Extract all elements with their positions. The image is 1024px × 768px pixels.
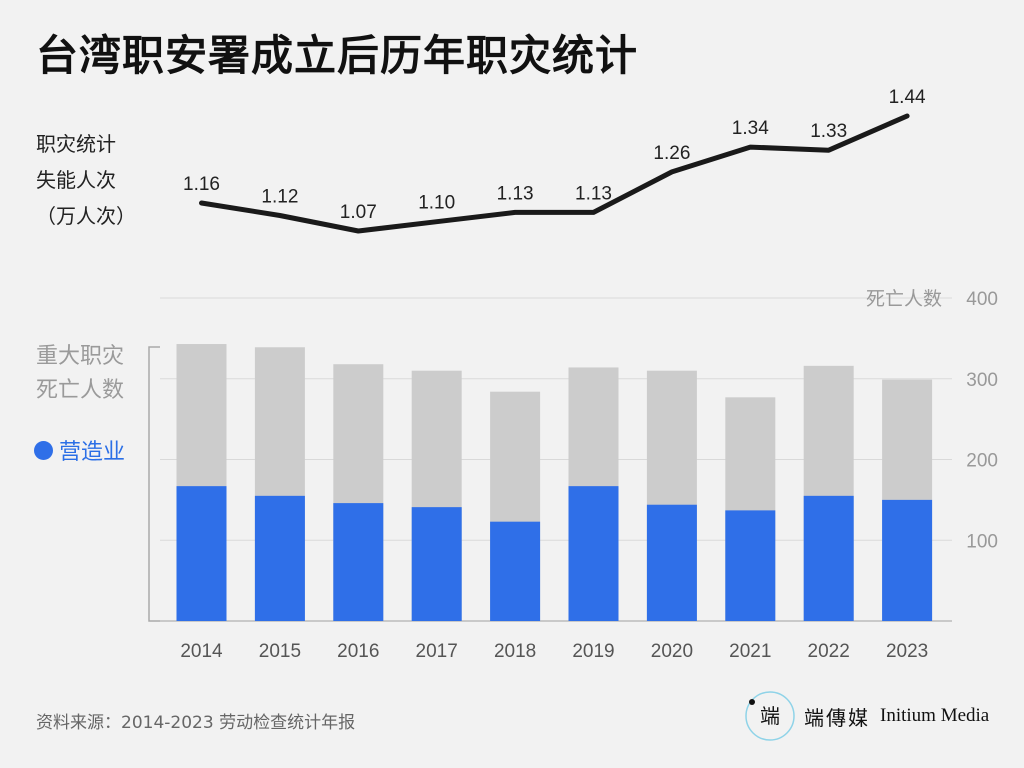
- line-data-label-2021: 1.34: [732, 118, 769, 139]
- line-data-label-2023: 1.44: [889, 87, 926, 108]
- y-axis-title: 死亡人数: [866, 288, 942, 310]
- y-tick-label-300: 300: [966, 370, 998, 391]
- line-data-label-2017: 1.10: [418, 193, 455, 214]
- x-tick-label-2016: 2016: [337, 641, 379, 662]
- bar-label-line-1: 重大职灾: [36, 344, 125, 369]
- line-series-disability: [199, 113, 910, 234]
- x-tick-label-2019: 2019: [572, 641, 614, 662]
- chart-title: 台湾职安署成立后历年职灾统计: [36, 31, 639, 80]
- line-data-label-2016: 1.07: [340, 202, 377, 223]
- bar-construction-2015: [254, 495, 305, 621]
- x-tick-label-2022: 2022: [808, 641, 850, 662]
- line-data-label-2019: 1.13: [575, 183, 612, 204]
- initium-logo-icon: 端: [745, 691, 795, 741]
- brand-name-en: Initium Media: [880, 705, 990, 726]
- bar-construction-2017: [411, 507, 462, 621]
- line-data-label-2020: 1.26: [653, 143, 690, 164]
- bar-construction-2021: [725, 510, 776, 621]
- y-tick-label-200: 200: [966, 451, 998, 472]
- line-data-label-2018: 1.13: [497, 183, 534, 204]
- line-data-label-2015: 1.12: [261, 186, 298, 207]
- bar-construction-2020: [646, 504, 697, 621]
- x-tick-label-2015: 2015: [259, 641, 301, 662]
- x-tick-label-2017: 2017: [416, 641, 458, 662]
- x-tick-label-2018: 2018: [494, 641, 536, 662]
- x-tick-label-2020: 2020: [651, 641, 693, 662]
- bar-construction-2022: [803, 495, 854, 621]
- bar-series-label: 重大职灾 死亡人数: [36, 340, 124, 408]
- brand: 端 端傳媒 Initium Media: [744, 690, 989, 742]
- y-tick-label-100: 100: [966, 531, 998, 552]
- source-note: 资料来源：2014-2023 劳动检查统计年报: [36, 713, 356, 733]
- line-label-line-1: 职灾统计: [36, 132, 116, 156]
- legend-dot: [34, 440, 53, 460]
- legend-label: 营造业: [59, 440, 126, 465]
- x-tick-label-2023: 2023: [886, 641, 928, 662]
- bar-construction-2018: [490, 521, 541, 621]
- y-tick-label-400: 400: [966, 289, 998, 310]
- bar-construction-2023: [882, 499, 933, 621]
- bar-label-line-2: 死亡人数: [36, 378, 125, 403]
- legend-construction: 营造业: [34, 434, 125, 466]
- line-label-line-2: 失能人次: [36, 168, 116, 192]
- line-series-label: 职灾统计 失能人次 （万人次）: [36, 126, 136, 234]
- bar-construction-2016: [333, 503, 384, 621]
- x-tick-label-2014: 2014: [180, 641, 223, 662]
- bar-construction-2014: [176, 486, 227, 621]
- x-tick-label-2021: 2021: [729, 641, 771, 662]
- bar-construction-2019: [568, 486, 619, 621]
- brand-name-cn: 端傳媒: [804, 705, 870, 730]
- left-bracket: [148, 346, 160, 622]
- line-data-label-2022: 1.33: [810, 121, 847, 142]
- brand-mark: 端: [760, 704, 780, 728]
- line-label-line-3: （万人次）: [36, 204, 136, 228]
- line-data-label-2014: 1.16: [183, 174, 220, 195]
